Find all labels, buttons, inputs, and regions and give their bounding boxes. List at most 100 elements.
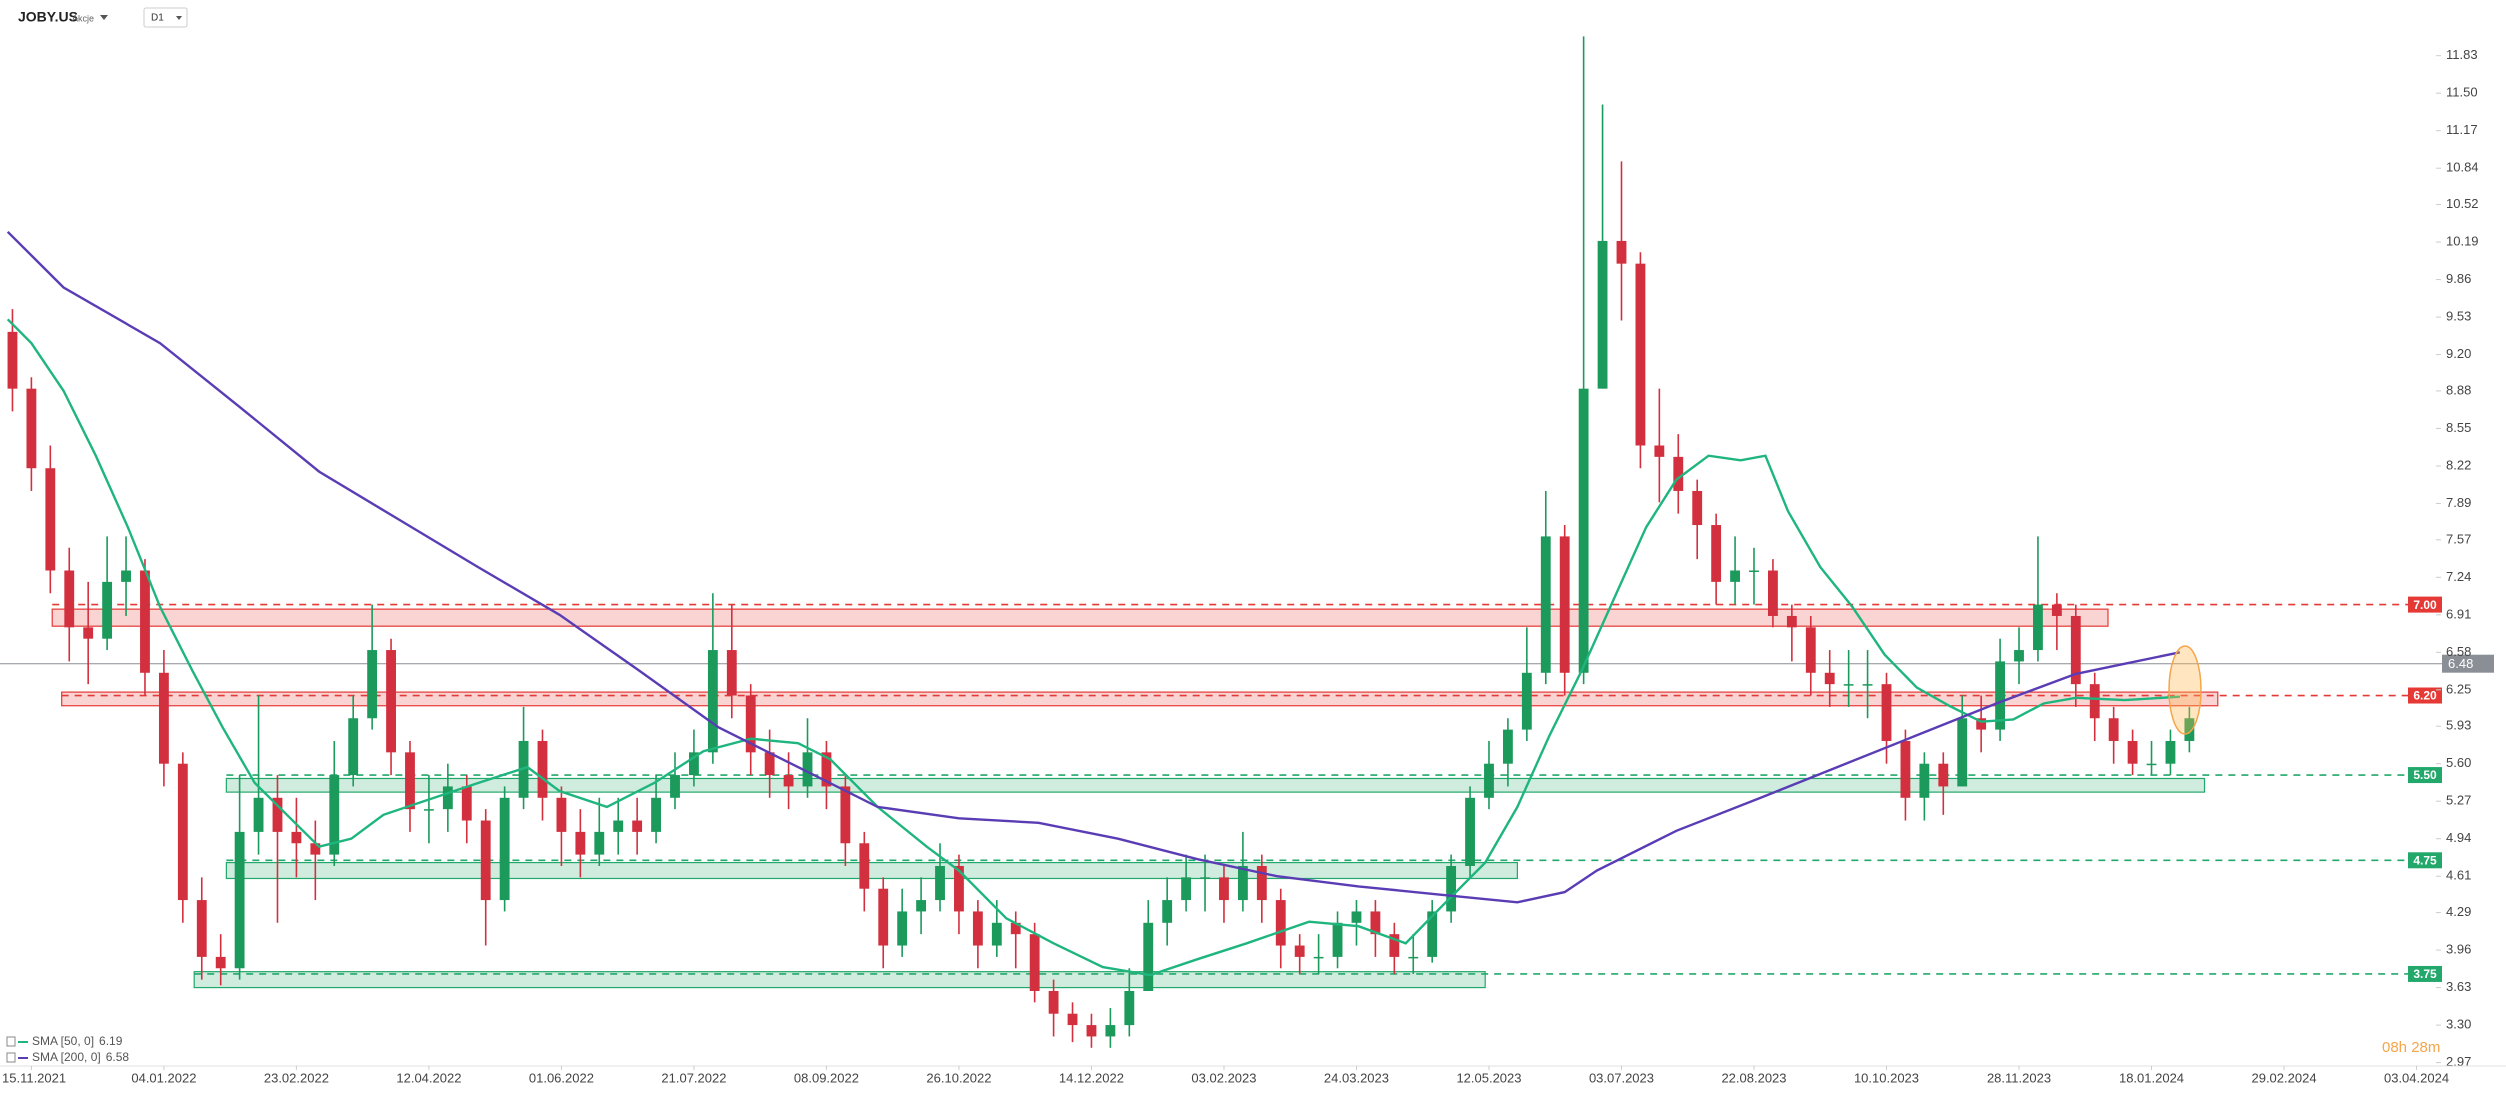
x-tick-label: 03.02.2023 — [1191, 1070, 1256, 1085]
last-price-label: 6.48 — [2448, 656, 2473, 671]
candle-body — [291, 831, 302, 844]
x-tick-label: 03.04.2024 — [2384, 1070, 2449, 1085]
candle-body — [1654, 445, 1665, 457]
y-tick-label: 5.93 — [2446, 718, 2471, 733]
candle-body — [1824, 672, 1835, 685]
y-tick-label: 10.19 — [2446, 234, 2479, 249]
candle-body — [1692, 490, 1703, 526]
candle-body — [1711, 525, 1722, 582]
y-tick-label: 5.27 — [2446, 793, 2471, 808]
x-tick-label: 04.01.2022 — [131, 1070, 196, 1085]
candle-body — [1389, 934, 1400, 957]
legend-icon[interactable] — [6, 1052, 16, 1063]
candle-body — [196, 900, 207, 957]
candle-body — [1200, 877, 1210, 879]
candle-body — [745, 695, 756, 753]
x-tick-label: 29.02.2024 — [2251, 1070, 2316, 1085]
candle-body — [935, 865, 945, 901]
candle-body — [158, 672, 169, 764]
candle-body — [1465, 797, 1475, 866]
candle-body — [613, 820, 624, 832]
legend-name[interactable]: SMA [50, 0] — [32, 1034, 94, 1048]
candle-body — [1446, 865, 1457, 912]
candle-body — [2127, 740, 2138, 764]
asset-class: Akcje — [72, 13, 94, 23]
candle-body — [537, 740, 548, 798]
x-tick-label: 26.10.2022 — [926, 1070, 991, 1085]
candle-body — [140, 570, 150, 673]
legend-value[interactable]: 6.58 — [106, 1050, 130, 1064]
level-label: 6.20 — [2413, 689, 2437, 703]
y-tick-label: 8.22 — [2446, 457, 2471, 472]
candle-body — [461, 786, 472, 821]
y-tick-label: 7.57 — [2446, 531, 2471, 546]
candle-body — [859, 843, 870, 889]
zone — [51, 608, 2109, 627]
candle-body — [632, 820, 643, 832]
candle-body — [1919, 763, 1930, 798]
candle-body — [423, 809, 434, 811]
candle-body — [2070, 615, 2081, 685]
y-tick-label: 11.17 — [2446, 122, 2478, 137]
y-tick-label: 6.25 — [2446, 681, 2471, 696]
timeframe[interactable]: D1 — [151, 13, 164, 24]
candle-body — [1540, 536, 1551, 673]
symbol[interactable]: JOBY.US — [18, 9, 78, 25]
candle-body — [1597, 240, 1608, 389]
timeframe-box[interactable] — [143, 7, 188, 28]
candle-body — [1181, 877, 1192, 901]
highlight-ellipse — [2168, 645, 2202, 735]
x-tick-label: 24.03.2023 — [1324, 1070, 1389, 1085]
zones-layer — [51, 608, 2219, 989]
candle-body — [480, 820, 491, 901]
y-tick-label: 10.84 — [2446, 160, 2479, 175]
x-tick-label: 01.06.2022 — [529, 1070, 594, 1085]
legend-icon[interactable] — [6, 1036, 16, 1047]
symbol-dropdown[interactable] — [100, 15, 108, 20]
session-timer: 08h 28m — [2382, 1039, 2440, 1056]
candle-body — [386, 650, 396, 753]
candle-body — [1768, 570, 1778, 616]
candle-body — [1162, 900, 1173, 923]
x-tick-label: 10.10.2023 — [1854, 1070, 1919, 1085]
zone — [225, 861, 1518, 880]
y-tick-label: 4.94 — [2446, 830, 2471, 845]
candle-body — [1673, 456, 1684, 491]
level-label: 3.75 — [2413, 967, 2437, 981]
y-tick-label: 3.63 — [2446, 979, 2471, 994]
candle-body — [2184, 718, 2195, 741]
candle-body — [556, 797, 567, 832]
level-label-box — [2408, 767, 2442, 784]
candle-body — [878, 888, 889, 946]
candle-body — [26, 388, 37, 469]
candle-body — [1408, 956, 1419, 959]
level-label-box — [2408, 596, 2442, 613]
candles-layer — [7, 36, 2195, 1048]
x-tick-label: 28.11.2023 — [1987, 1070, 2051, 1085]
candle-body — [575, 831, 586, 855]
level-label-box — [2408, 687, 2442, 704]
candle-body — [1805, 627, 1816, 673]
last-price-box — [2442, 654, 2494, 673]
candle-body — [1881, 684, 1892, 741]
candle-body — [1862, 684, 1873, 686]
x-tick-label: 08.09.2022 — [794, 1070, 859, 1085]
candle-body — [670, 775, 680, 798]
candle-body — [348, 718, 359, 776]
candle-body — [1048, 990, 1059, 1014]
candle-body — [707, 650, 718, 753]
y-tick-label: 5.60 — [2446, 755, 2471, 770]
candle-body — [1010, 922, 1021, 935]
legend-value[interactable]: 6.19 — [99, 1034, 123, 1048]
candle-body — [726, 650, 737, 696]
candle-body — [1843, 684, 1854, 686]
candle-body — [802, 752, 813, 787]
timeframe-dropdown[interactable] — [176, 16, 182, 20]
level-label: 7.00 — [2413, 598, 2437, 612]
x-tick-label: 21.07.2022 — [661, 1070, 726, 1085]
candle-body — [916, 900, 927, 912]
legend-name[interactable]: SMA [200, 0] — [32, 1050, 101, 1064]
zone — [61, 691, 2219, 707]
